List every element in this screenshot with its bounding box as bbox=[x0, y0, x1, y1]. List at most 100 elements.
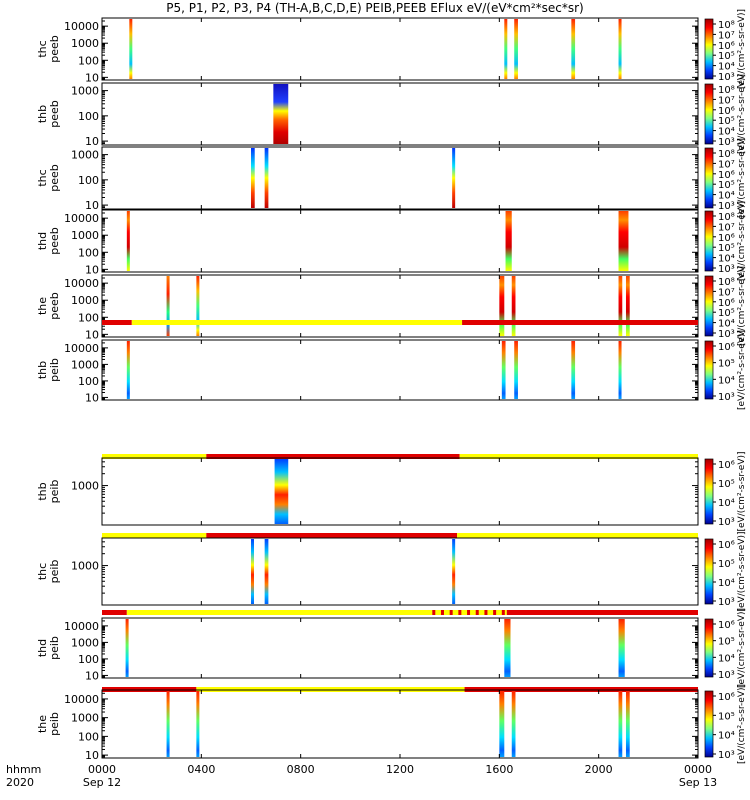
colorbar-label-text: [eV/(cm²-s-sr-eV)] bbox=[737, 9, 747, 89]
colorbar-tick-label: 10³ bbox=[718, 264, 735, 275]
y-tick-label: 1000 bbox=[71, 560, 99, 573]
colorbar-label: [eV/(cm²-s-sr-eV)] bbox=[737, 9, 747, 89]
colorbar-label-text: [eV/(cm²-s-sr-eV)] bbox=[737, 266, 747, 346]
colorbar bbox=[704, 83, 714, 145]
y-axis-label-line: peib bbox=[48, 480, 61, 504]
y-tick-label: 1000 bbox=[71, 358, 99, 371]
status-segment bbox=[501, 610, 505, 615]
panel-frame bbox=[101, 146, 699, 210]
status-segment bbox=[457, 533, 698, 538]
colorbar-tick-label: 10⁴ bbox=[718, 254, 735, 265]
colorbar-label: [eV/(cm²-s-sr-eV)] bbox=[737, 201, 747, 281]
colorbar bbox=[704, 458, 714, 525]
colorbar-tick-label: 10³ bbox=[718, 137, 735, 148]
y-tick-label: 100 bbox=[78, 54, 99, 67]
colorbar-tick-label: 10⁷ bbox=[718, 30, 735, 41]
y-tick-label: 10000 bbox=[64, 20, 99, 33]
panel-frame bbox=[101, 17, 699, 81]
x-tick-label: 1600 bbox=[485, 763, 513, 776]
colorbar-tick-label: 10³ bbox=[718, 201, 735, 212]
spectrogram-block bbox=[618, 341, 622, 399]
y-axis-label: thc peib bbox=[36, 560, 61, 584]
spectrogram-block bbox=[505, 211, 512, 271]
panel-frame bbox=[101, 274, 699, 338]
y-tick-label: 10000 bbox=[64, 277, 99, 290]
spectrogram-block bbox=[196, 691, 200, 757]
y-tick-label: 100 bbox=[78, 311, 99, 324]
y-tick-label: 10 bbox=[85, 328, 99, 341]
spectrogram-block bbox=[273, 84, 289, 144]
colorbar-tick-label: 10⁸ bbox=[718, 20, 735, 31]
status-segment bbox=[449, 610, 453, 615]
spectrogram-block bbox=[618, 691, 623, 757]
y-tick-label: 1000 bbox=[71, 294, 99, 307]
colorbar-label-text: [eV/(cm²-s-sr-eV)] bbox=[737, 451, 747, 531]
colorbar bbox=[704, 275, 714, 337]
y-axis-label-line: the bbox=[36, 297, 49, 315]
colorbar-tick-label: 10⁵ bbox=[718, 559, 735, 570]
y-axis-label: the peib bbox=[36, 712, 61, 736]
colorbar-tick-label: 10⁶ bbox=[718, 233, 735, 244]
y-axis-label: thb peeb bbox=[36, 100, 61, 128]
panel-frame bbox=[101, 209, 699, 273]
panel-frame bbox=[101, 617, 699, 679]
colorbar-tick-label: 10⁶ bbox=[718, 170, 735, 181]
y-tick-label: 1000 bbox=[71, 37, 99, 50]
colorbar-tick-label: 10⁵ bbox=[718, 243, 735, 254]
colorbar-tick-label: 10⁵ bbox=[718, 359, 735, 370]
status-segment bbox=[102, 320, 132, 325]
spectrogram-block bbox=[264, 539, 269, 604]
spectrogram-block bbox=[618, 19, 622, 79]
y-tick-label: 100 bbox=[78, 653, 99, 666]
spectrogram-block bbox=[571, 341, 576, 399]
spectrogram-block bbox=[196, 276, 200, 336]
x-tick-label: 0000 bbox=[684, 763, 712, 776]
colorbar bbox=[704, 538, 714, 605]
status-segment bbox=[493, 610, 497, 615]
y-axis-label-line: peeb bbox=[48, 164, 61, 192]
spectrogram-block bbox=[251, 148, 255, 208]
y-axis-label-line: thc bbox=[36, 40, 49, 57]
colorbar-tick-label: 10⁴ bbox=[718, 578, 735, 589]
y-axis-label: the peeb bbox=[36, 292, 61, 320]
colorbar-label-text: [eV/(cm²-s-sr-eV)] bbox=[737, 201, 747, 281]
status-segment bbox=[459, 454, 698, 459]
panel-frame bbox=[101, 537, 699, 606]
y-tick-label: 10 bbox=[85, 199, 99, 212]
colorbar-tick-label: 10⁵ bbox=[718, 116, 735, 127]
status-segment bbox=[440, 610, 444, 615]
x-tick-label: 0400 bbox=[187, 763, 215, 776]
colorbar-tick-label: 10⁷ bbox=[718, 222, 735, 233]
colorbar-tick-label: 10⁷ bbox=[718, 95, 735, 106]
y-tick-label: 10000 bbox=[64, 212, 99, 225]
status-segment bbox=[506, 610, 698, 615]
y-tick-label: 10000 bbox=[64, 620, 99, 633]
colorbar-tick-label: 10⁶ bbox=[718, 298, 735, 309]
y-axis-label-line: thb bbox=[36, 105, 49, 123]
y-axis-label-line: peib bbox=[48, 358, 61, 382]
spectrogram-block bbox=[166, 276, 170, 336]
colorbar-tick-label: 10⁵ bbox=[718, 479, 735, 490]
y-axis-label: thb peib bbox=[36, 480, 61, 504]
spectrogram-block bbox=[618, 211, 629, 271]
colorbar-tick-label: 10⁷ bbox=[718, 159, 735, 170]
spectrogram-block bbox=[452, 539, 456, 604]
y-axis-label-line: peeb bbox=[48, 100, 61, 128]
spectrogram-block bbox=[571, 19, 576, 79]
y-axis-label-line: peeb bbox=[48, 35, 61, 63]
colorbar-label-text: [eV/(cm²-s-sr-eV)] bbox=[737, 330, 747, 410]
y-tick-label: 100 bbox=[78, 174, 99, 187]
colorbar-tick-label: 10⁵ bbox=[718, 180, 735, 191]
status-segment bbox=[432, 610, 436, 615]
y-axis-label-line: peeb bbox=[48, 292, 61, 320]
status-segment bbox=[131, 320, 463, 325]
y-tick-label: 10 bbox=[85, 71, 99, 84]
colorbar-label: [eV/(cm²-s-sr-eV)] bbox=[737, 451, 747, 531]
colorbar-tick-label: 10⁶ bbox=[718, 692, 735, 703]
colorbar-label: [eV/(cm²-s-sr-eV)] bbox=[737, 608, 747, 688]
y-tick-label: 10000 bbox=[64, 342, 99, 355]
spectrogram-block bbox=[125, 619, 129, 677]
spectrogram-block bbox=[129, 19, 133, 79]
status-segment bbox=[475, 610, 479, 615]
